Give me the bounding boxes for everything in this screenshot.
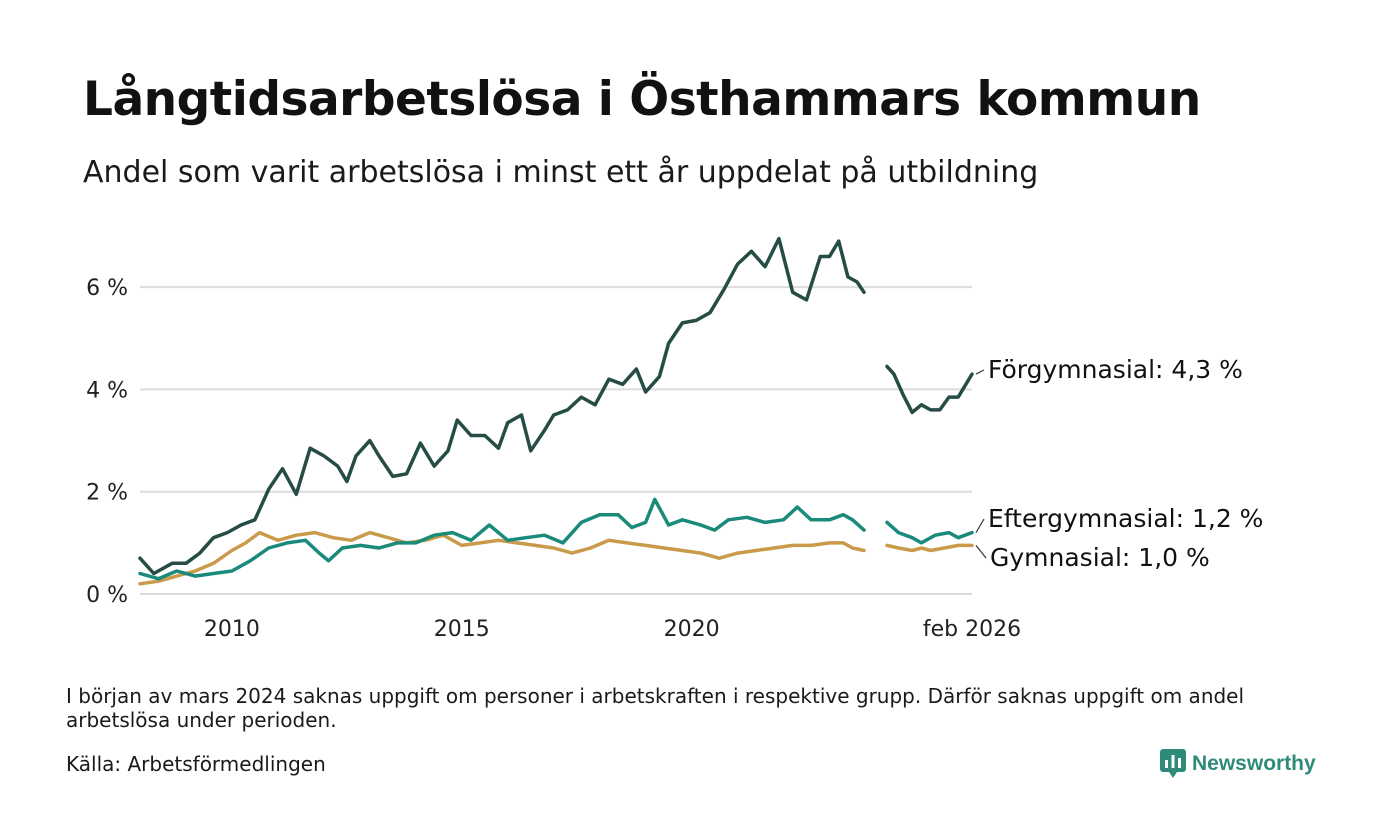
series-line-eftergymnasial-after-gap: [885, 520, 974, 545]
series-line-gymnasial-before-gap: [138, 530, 866, 586]
footnote: I början av mars 2024 saknas uppgift om …: [66, 684, 1245, 732]
x-axis-labels: 2010 2015 2020 feb 2026: [204, 617, 1021, 642]
line-chart: 0 % 2 % 4 % 6 % 2010 2015 2020 feb 2026 Förgym…: [86, 236, 1263, 642]
chart-title: Långtidsarbetslösa i Östhammars kommun: [83, 72, 1201, 127]
brand-name: Newsworthy: [1192, 752, 1316, 775]
series-end-labels: Förgymnasial: 4,3 % Eftergymnasial: 1,2 %…: [975, 355, 1263, 572]
gridlines: [140, 286, 972, 595]
chart-subtitle: Andel som varit arbetslösa i minst ett å…: [83, 155, 1039, 190]
y-tick-label: 0 %: [86, 583, 128, 608]
y-tick-label: 4 %: [86, 378, 128, 403]
end-label-förgymnasial: Förgymnasial: 4,3 %: [988, 355, 1243, 384]
series-line-förgymnasial-after-gap: [885, 364, 974, 415]
series-lines: [138, 236, 974, 586]
end-label-gymnasial: Gymnasial: 1,0 %: [990, 543, 1210, 572]
y-axis-labels: 0 % 2 % 4 % 6 %: [86, 276, 128, 608]
y-tick-label: 2 %: [86, 481, 128, 506]
end-label-connector: [975, 369, 985, 375]
end-label-connector: [975, 518, 985, 533]
series-line-förgymnasial-before-gap: [138, 236, 866, 576]
newsworthy-logo-icon: [1160, 749, 1186, 778]
series-line-gymnasial-after-gap: [885, 543, 974, 553]
brand-logo: Newsworthy: [1160, 748, 1316, 780]
end-label-eftergymnasial: Eftergymnasial: 1,2 %: [988, 504, 1263, 533]
end-label-connector: [975, 545, 987, 559]
x-tick-label: 2020: [664, 617, 720, 642]
series-line-eftergymnasial-before-gap: [138, 497, 866, 581]
y-tick-label: 6 %: [86, 276, 128, 301]
x-tick-label: 2010: [204, 617, 260, 642]
source-text: Källa: Arbetsförmedlingen: [66, 752, 326, 776]
x-tick-label: feb 2026: [923, 617, 1021, 642]
x-tick-label: 2015: [434, 617, 490, 642]
